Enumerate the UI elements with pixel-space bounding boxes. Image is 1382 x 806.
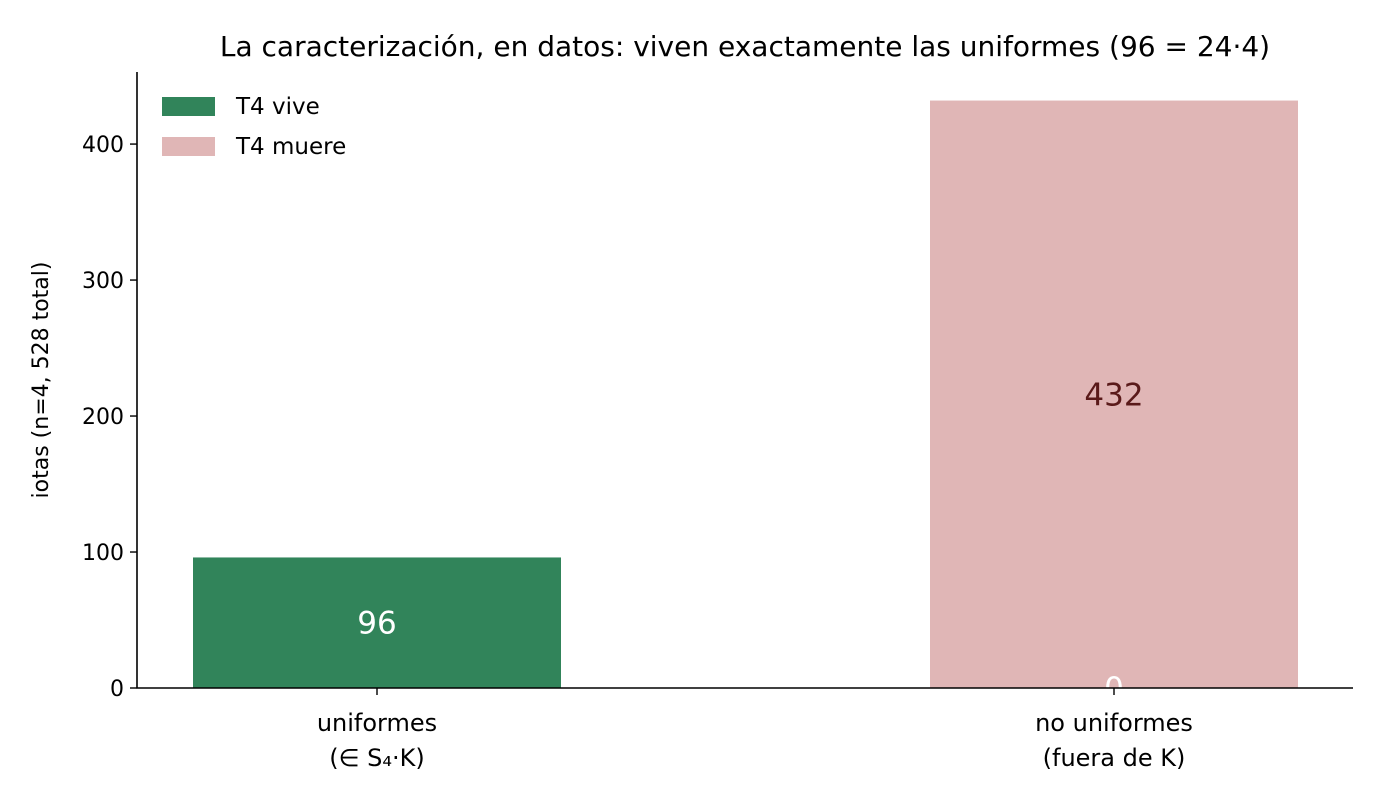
bar-value-label: 432 — [1084, 377, 1143, 413]
y-tick-label: 100 — [82, 541, 124, 566]
chart-title: La caracterización, en datos: viven exac… — [220, 30, 1270, 63]
y-tick-label: 0 — [110, 677, 124, 702]
y-tick-label: 300 — [82, 269, 124, 294]
axes-group: 0 100 200 300 400 uniformes (∈ S₄·K) no uniform… — [82, 72, 1353, 772]
x-tick-label: no uniformes — [1035, 709, 1193, 737]
legend-swatch — [162, 137, 215, 156]
legend-swatch — [162, 97, 215, 116]
x-tick-label: uniformes — [317, 709, 437, 737]
bar-vive-0 — [193, 557, 561, 688]
bars-group — [193, 100, 1298, 689]
legend-label: T4 vive — [235, 94, 320, 120]
bar-value-label: 96 — [357, 606, 396, 642]
bar-muere-1 — [930, 100, 1298, 689]
y-tick-label: 200 — [82, 405, 124, 430]
y-tick-label: 400 — [82, 133, 124, 158]
x-tick-label: (fuera de K) — [1043, 744, 1186, 772]
legend: T4 vive T4 muere — [162, 94, 346, 160]
x-tick-label: (∈ S₄·K) — [329, 744, 424, 772]
legend-label: T4 muere — [235, 134, 346, 160]
y-axis-label: iotas (n=4, 528 total) — [29, 262, 54, 499]
